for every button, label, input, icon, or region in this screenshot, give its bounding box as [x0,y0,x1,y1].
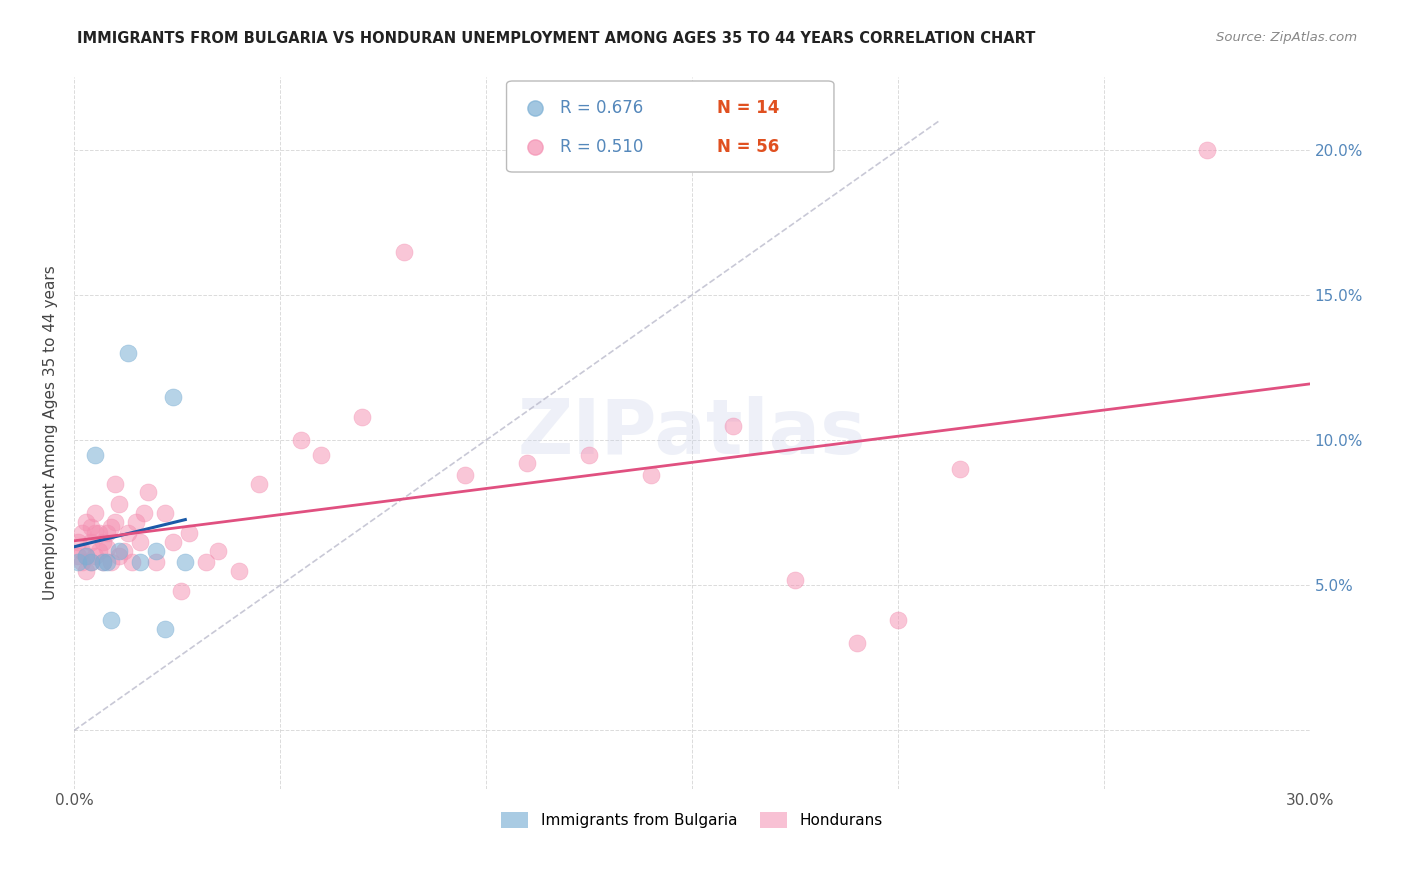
Point [91,555,114,569]
Point [132,506,155,520]
Point [83,506,105,520]
Point [207,543,229,558]
Point [67,534,90,549]
Point [136,485,159,500]
Point [117,346,139,360]
Point [129,555,152,569]
Point [228,564,250,578]
Point [108,549,131,564]
Text: N = 56: N = 56 [717,138,779,156]
Point [79,534,101,549]
Point [87,543,110,558]
Point [948,462,970,476]
FancyBboxPatch shape [506,81,834,172]
Point [100,613,122,627]
Text: R = 0.676: R = 0.676 [560,99,643,117]
Point [72,526,94,541]
Point [104,476,127,491]
Text: Source: ZipAtlas.com: Source: ZipAtlas.com [1216,31,1357,45]
Point [194,555,217,569]
Point [91,555,114,569]
Point [83,526,105,541]
Point [67,549,90,564]
Point [117,526,139,541]
Point [67,555,90,569]
Point [174,555,197,569]
Point [75,549,97,564]
Point [290,434,312,448]
Text: N = 14: N = 14 [717,99,779,117]
Point [79,555,101,569]
Point [96,541,118,555]
Point [91,534,114,549]
Point [783,573,806,587]
Point [153,622,176,636]
Point [162,534,184,549]
Point [845,636,868,650]
Text: IMMIGRANTS FROM BULGARIA VS HONDURAN UNEMPLOYMENT AMONG AGES 35 TO 44 YEARS CORR: IMMIGRANTS FROM BULGARIA VS HONDURAN UNE… [77,31,1036,46]
Point [170,584,193,599]
Point [87,526,110,541]
Text: ZIPatlas: ZIPatlas [517,396,866,470]
Point [721,418,744,433]
Point [79,555,101,569]
Point [100,520,122,534]
Point [104,515,127,529]
Y-axis label: Unemployment Among Ages 35 to 44 years: Unemployment Among Ages 35 to 44 years [44,266,58,600]
Point [96,555,118,569]
Point [309,448,332,462]
Legend: Immigrants from Bulgaria, Hondurans: Immigrants from Bulgaria, Hondurans [495,806,889,834]
Point [96,526,118,541]
Point [75,564,97,578]
Point [75,515,97,529]
Point [162,390,184,404]
Point [516,457,538,471]
Point [72,543,94,558]
Point [145,555,167,569]
Point [121,555,143,569]
Point [129,534,152,549]
Point [352,410,374,425]
Point [640,468,662,483]
Point [108,497,131,511]
Point [100,555,122,569]
Point [145,543,167,558]
Point [1195,143,1218,157]
Point [179,526,201,541]
Point [112,543,135,558]
Point [454,468,477,483]
Point [83,448,105,462]
Point [83,549,105,564]
Text: R = 0.510: R = 0.510 [560,138,643,156]
Point [108,543,131,558]
Point [72,555,94,569]
Point [249,476,271,491]
Point [153,506,176,520]
Point [75,549,97,564]
Point [392,244,415,259]
Point [887,613,910,627]
Point [578,448,600,462]
Point [125,515,148,529]
Point [79,520,101,534]
